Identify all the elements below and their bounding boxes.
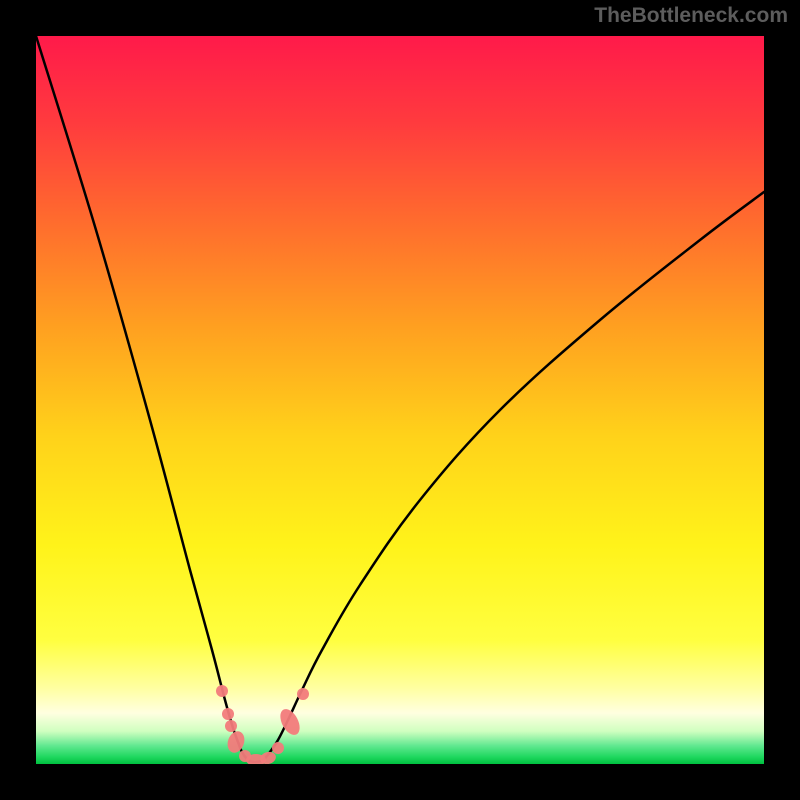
marker-point (272, 742, 284, 754)
marker-point (225, 720, 237, 732)
marker-point (216, 685, 228, 697)
chart-container: TheBottleneck.com (0, 0, 800, 800)
marker-point (222, 708, 234, 720)
marker-point (297, 688, 309, 700)
bottleneck-chart (0, 0, 800, 800)
